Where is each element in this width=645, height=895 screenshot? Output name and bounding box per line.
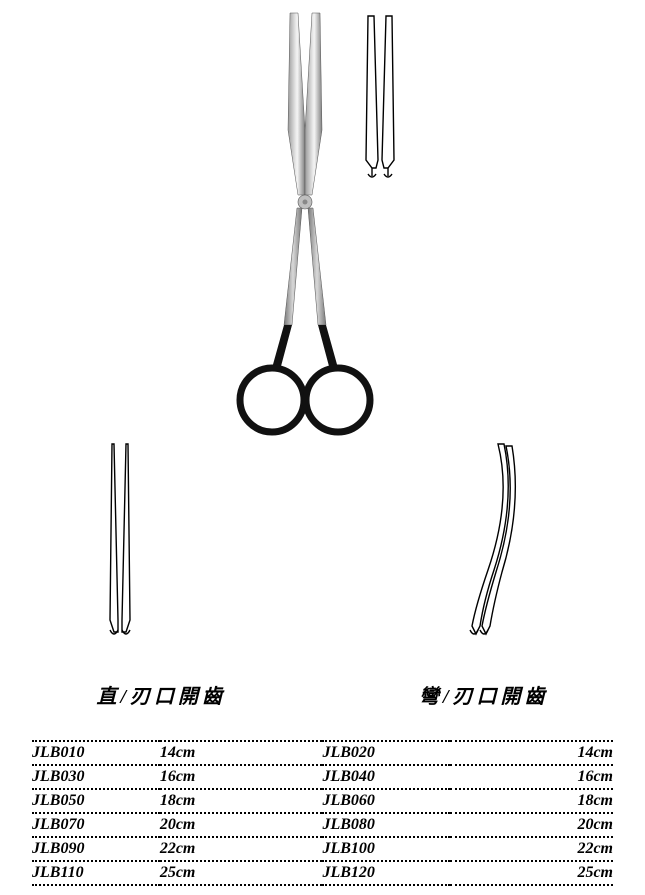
straight-tip-drawing <box>100 440 140 640</box>
table-row: JLB07020cmJLB08020cm <box>32 813 613 837</box>
size-cell: 25cm <box>450 861 613 885</box>
size-cell: 20cm <box>160 813 323 837</box>
code-cell: JLB020 <box>322 741 450 765</box>
code-cell: JLB070 <box>32 813 160 837</box>
code-cell: JLB120 <box>322 861 450 885</box>
code-cell: JLB110 <box>32 861 160 885</box>
size-cell: 16cm <box>450 765 613 789</box>
table-row: JLB09022cmJLB10022cm <box>32 837 613 861</box>
curved-tip-drawing <box>460 440 520 640</box>
size-cell: 22cm <box>160 837 323 861</box>
table-row: JLB01014cmJLB02014cm <box>32 741 613 765</box>
table-row: JLB11025cmJLB12025cm <box>32 861 613 885</box>
code-cell: JLB060 <box>322 789 450 813</box>
spec-table: JLB01014cmJLB02014cmJLB03016cmJLB04016cm… <box>32 740 613 886</box>
code-cell: JLB080 <box>322 813 450 837</box>
code-cell: JLB040 <box>322 765 450 789</box>
label-curved: 彎/刃口開齒 <box>323 680 645 709</box>
size-cell: 18cm <box>160 789 323 813</box>
size-cell: 22cm <box>450 837 613 861</box>
illustration-area <box>0 0 645 640</box>
size-cell: 18cm <box>450 789 613 813</box>
size-cell: 16cm <box>160 765 323 789</box>
code-cell: JLB010 <box>32 741 160 765</box>
code-cell: JLB090 <box>32 837 160 861</box>
spec-table-container: JLB01014cmJLB02014cmJLB03016cmJLB04016cm… <box>0 740 645 886</box>
code-cell: JLB030 <box>32 765 160 789</box>
size-cell: 14cm <box>160 741 323 765</box>
table-row: JLB03016cmJLB04016cm <box>32 765 613 789</box>
code-cell: JLB050 <box>32 789 160 813</box>
code-cell: JLB100 <box>322 837 450 861</box>
table-row: JLB05018cmJLB06018cm <box>32 789 613 813</box>
label-straight: 直/刃口開齒 <box>0 680 323 709</box>
variant-labels-row: 直/刃口開齒 彎/刃口開齒 <box>0 680 645 709</box>
size-cell: 14cm <box>450 741 613 765</box>
tip-outline-drawing <box>350 10 410 180</box>
size-cell: 25cm <box>160 861 323 885</box>
size-cell: 20cm <box>450 813 613 837</box>
